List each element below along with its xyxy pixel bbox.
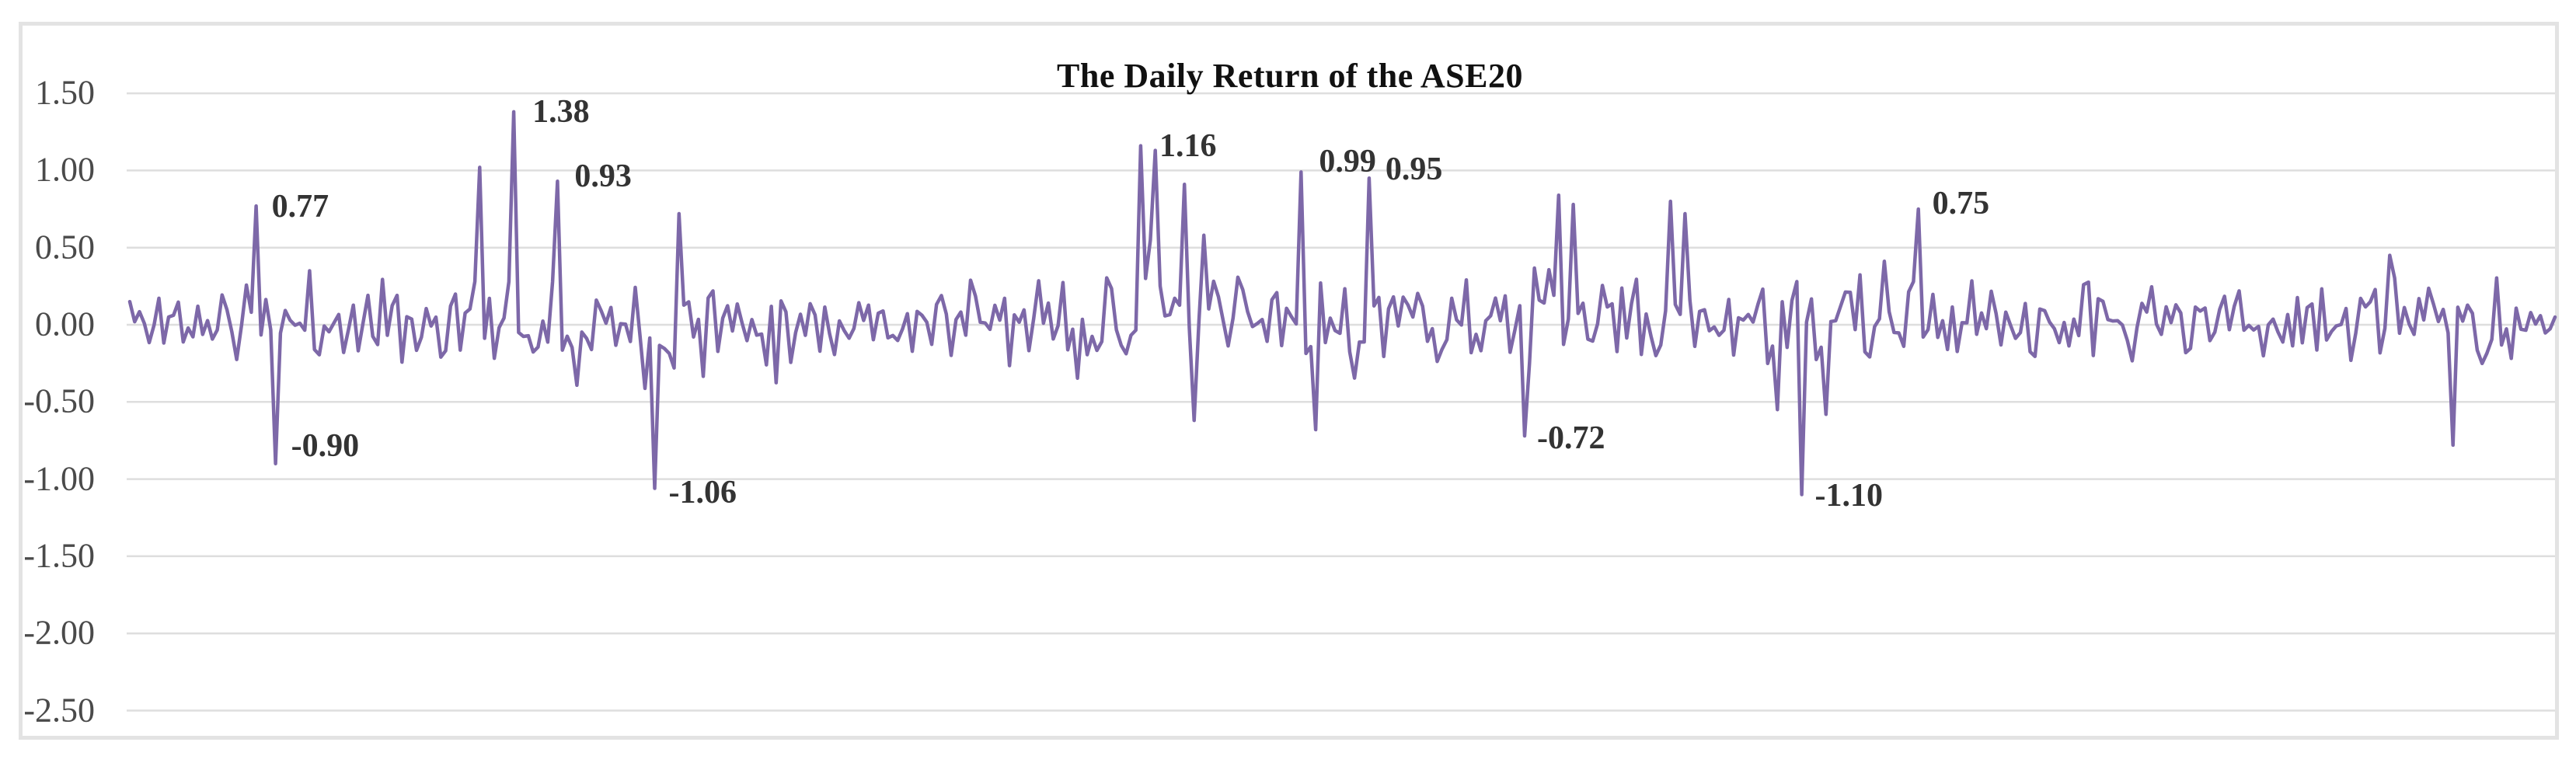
data-label: -1.06 [668,474,737,510]
data-label: 0.93 [574,159,632,195]
data-label: 1.16 [1159,127,1217,164]
y-tick-label: 0.00 [35,305,95,343]
y-tick-label: -1.00 [23,459,95,498]
series-line [127,110,2557,496]
y-tick-label: 0.50 [35,228,95,267]
data-label: -0.72 [1537,420,1605,456]
data-label: 0.99 [1319,144,1376,180]
y-tick-label: 1.50 [35,73,95,112]
data-label: 0.77 [271,189,329,225]
chart-title: The Daily Return of the ASE20 [1057,57,1523,95]
data-label: -1.10 [1814,478,1884,514]
chart-frame [19,22,2559,740]
y-tick-label: -1.50 [23,536,95,575]
data-label: 0.95 [1385,152,1443,188]
y-tick-label: -2.50 [23,690,95,729]
data-label: 0.75 [1932,186,1990,222]
data-label: 1.38 [532,93,590,130]
y-tick-label: 1.00 [35,150,95,189]
y-tick-label: -0.50 [23,382,95,420]
gridlines [127,92,2555,712]
y-tick-label: -2.00 [23,613,95,652]
data-label: -0.90 [291,427,360,464]
